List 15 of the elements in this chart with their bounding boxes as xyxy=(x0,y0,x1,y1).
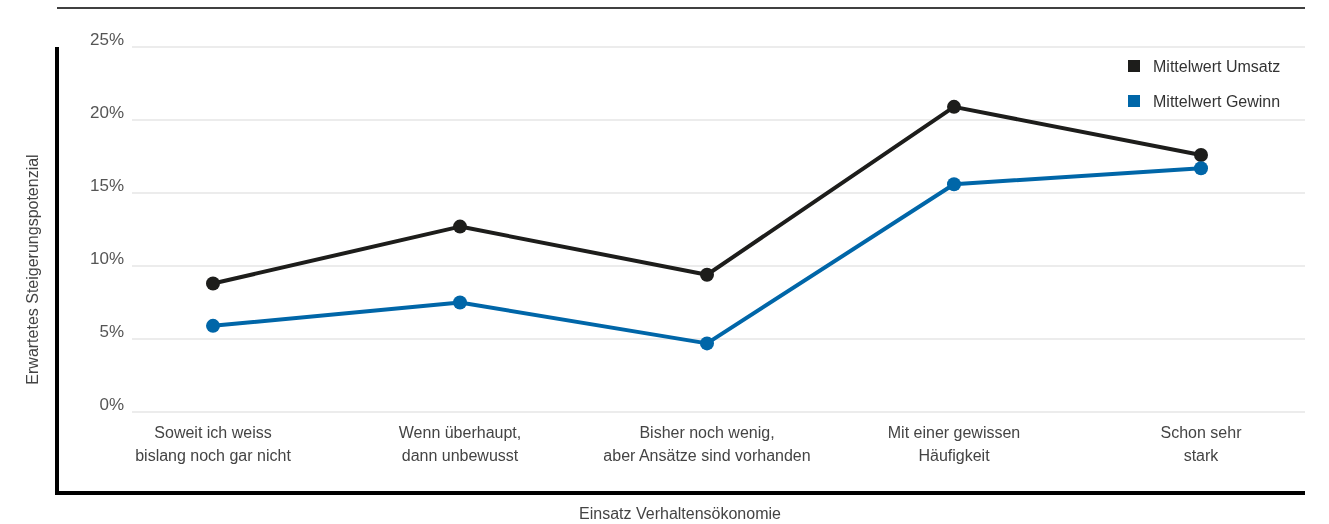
x-tick-label: Soweit ich weiss bislang noch gar nicht xyxy=(135,424,292,464)
x-tick-label: Schon sehr stark xyxy=(1160,424,1243,464)
legend-label: Mittelwert Gewinn xyxy=(1153,93,1281,110)
y-axis-title: Erwartetes Steigerungspotenzial xyxy=(24,154,41,385)
y-tick-label: 20% xyxy=(89,103,124,123)
y-tick-label: 0% xyxy=(99,395,124,415)
x-axis-title: Einsatz Verhaltensökonomie xyxy=(579,505,782,522)
x-tick-label: Mit einer gewissen Häufigkeit xyxy=(887,424,1021,464)
legend-label: Mittelwert Umsatz xyxy=(1153,58,1281,75)
y-tick-label: 25% xyxy=(89,30,124,50)
y-tick-label: 15% xyxy=(89,176,124,196)
y-tick-label: 5% xyxy=(99,322,124,342)
x-tick-label: Wenn überhaupt, dann unbewusst xyxy=(398,424,522,464)
y-tick-label: 10% xyxy=(89,249,124,269)
x-tick-label: Bisher noch wenig, aber Ansätze sind vorhanden xyxy=(603,424,811,464)
